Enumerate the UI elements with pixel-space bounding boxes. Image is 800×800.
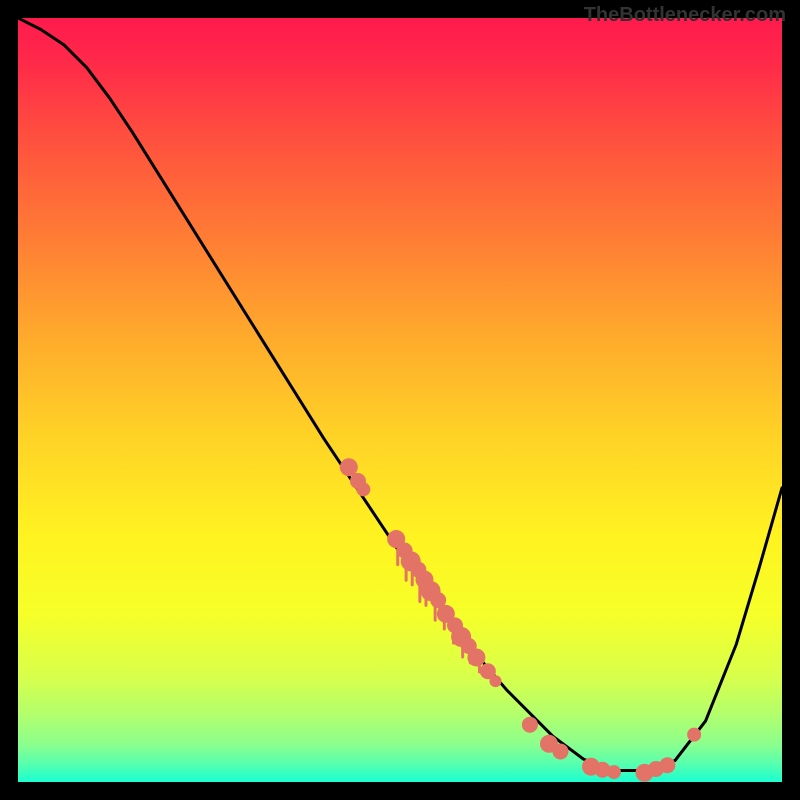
marker-dot	[356, 482, 370, 496]
marker-dot	[607, 765, 621, 779]
marker-dot	[687, 728, 701, 742]
marker-dot	[467, 648, 485, 666]
bottleneck-curve-chart	[18, 18, 782, 782]
marker-dot	[490, 675, 502, 687]
marker-dot	[522, 717, 538, 733]
watermark-text: TheBottlenecker.com	[584, 4, 786, 27]
marker-dot	[552, 743, 568, 759]
marker-dot	[659, 757, 675, 773]
chart-svg	[18, 18, 782, 782]
